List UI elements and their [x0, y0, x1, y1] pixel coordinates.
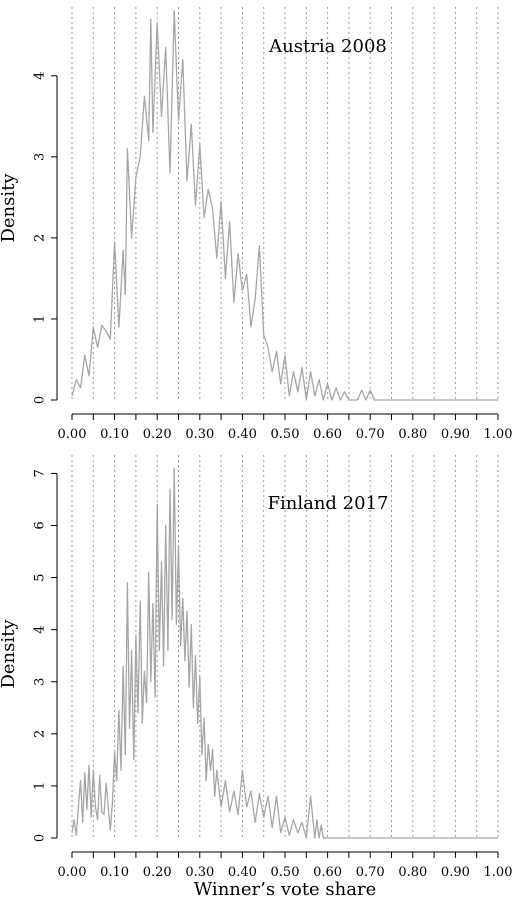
x-tick-label: 0.00: [58, 427, 87, 442]
y-tick-label: 7: [33, 469, 48, 477]
x-tick-label: 0.20: [143, 427, 172, 442]
x-tick-label: 1.00: [484, 427, 513, 442]
x-axis-austria: 0.00 0.10 0.20 0.30 0.40 0.50 0.60 0.70 0.80 0.90…: [58, 413, 513, 442]
y-tick-label: 3: [33, 153, 48, 161]
chart-title-austria: Austria 2008: [268, 36, 387, 57]
x-tick-label: 0.60: [313, 865, 342, 880]
x-tick-label: 0.90: [441, 865, 470, 880]
density-line: [71, 467, 498, 839]
y-axis-austria: 0 1 2 3 4: [33, 72, 58, 404]
x-tick-label: 0.10: [100, 865, 129, 880]
y-axis-finland: 0 1 2 3 4 5 6 7: [33, 469, 58, 842]
grid-finland: [71, 455, 499, 838]
x-tick-label: 0.40: [228, 427, 257, 442]
plot-austria: [71, 10, 498, 401]
x-tick-label: 0.80: [398, 865, 427, 880]
x-axis-finland: 0.00 0.10 0.20 0.30 0.40 0.50 0.60 0.70 0.80 0.90…: [58, 851, 513, 880]
y-tick-label: 0: [33, 834, 48, 842]
y-tick-label: 1: [33, 782, 48, 790]
y-tick-label: 2: [33, 234, 48, 242]
y-axis-title-austria: Density: [0, 173, 19, 243]
x-tick-label: 0.10: [100, 427, 129, 442]
y-tick-label: 2: [33, 730, 48, 738]
x-tick-label: 0.00: [58, 865, 87, 880]
x-tick-label: 0.90: [441, 427, 470, 442]
x-tick-label: 1.00: [484, 865, 513, 880]
density-line: [71, 10, 498, 401]
x-tick-label: 0.70: [356, 427, 385, 442]
grid-austria: [71, 7, 499, 400]
x-axis-title: Winner’s vote share: [194, 879, 377, 900]
y-tick-label: 5: [33, 573, 48, 581]
x-tick-label: 0.40: [228, 865, 257, 880]
y-tick-label: 6: [33, 521, 48, 529]
x-tick-label: 0.30: [185, 427, 214, 442]
x-tick-label: 0.50: [271, 865, 300, 880]
y-axis-title-finland: Density: [0, 619, 19, 689]
panel-austria: 0.00 0.10 0.20 0.30 0.40 0.50 0.60 0.70 0.80 0.90…: [0, 7, 512, 442]
x-tick-label: 0.80: [398, 427, 427, 442]
chart-title-finland: Finland 2017: [268, 493, 389, 514]
y-tick-label: 4: [33, 626, 48, 634]
y-tick-label: 1: [33, 315, 48, 323]
plot-finland: [71, 467, 498, 839]
y-tick-label: 0: [33, 396, 48, 404]
x-tick-label: 0.20: [143, 865, 172, 880]
panel-finland: 0.00 0.10 0.20 0.30 0.40 0.50 0.60 0.70 0.80 0.90…: [0, 455, 512, 880]
x-tick-label: 0.60: [313, 427, 342, 442]
x-tick-label: 0.70: [356, 865, 385, 880]
x-tick-label: 0.30: [185, 865, 214, 880]
y-tick-label: 3: [33, 678, 48, 686]
y-tick-label: 4: [33, 72, 48, 80]
x-tick-label: 0.50: [271, 427, 300, 442]
